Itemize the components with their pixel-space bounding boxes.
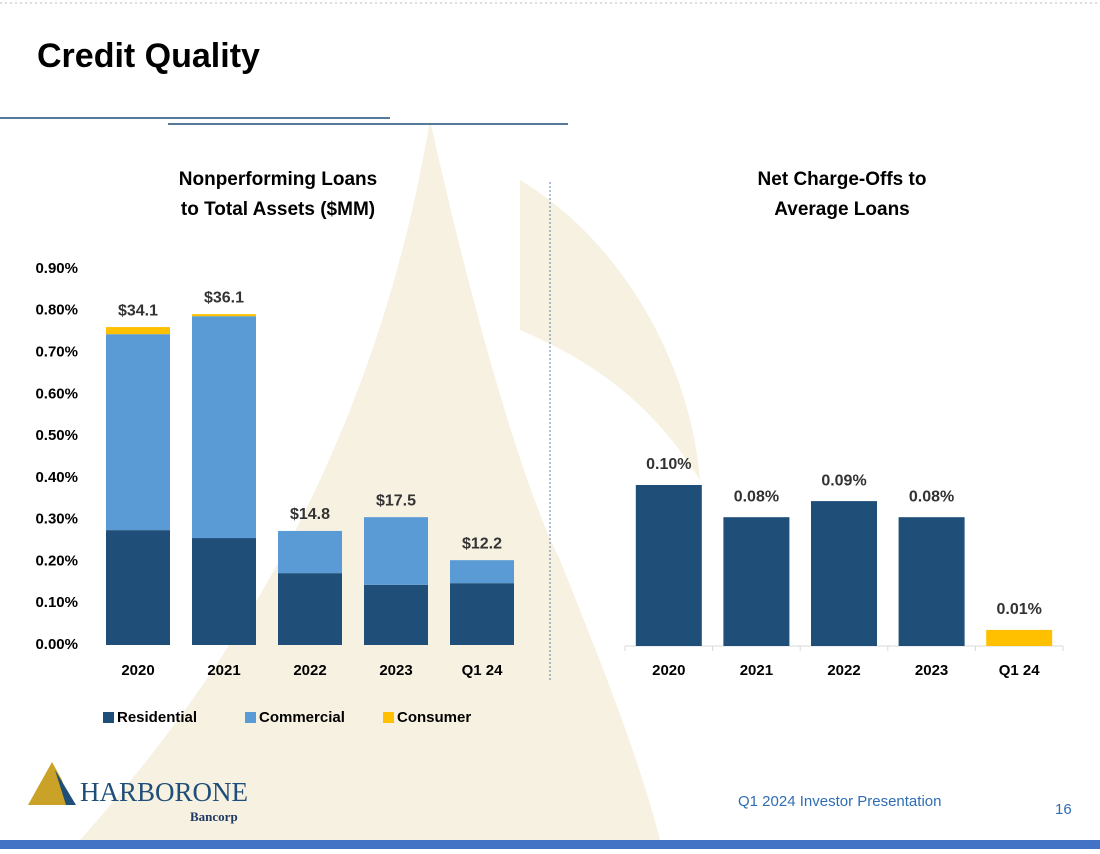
- legend-swatch: [103, 712, 114, 723]
- bar: [723, 517, 790, 646]
- total-label: $17.5: [376, 492, 416, 509]
- legend-label: Commercial: [259, 709, 345, 726]
- bar-segment: [192, 316, 256, 539]
- bar-segment: [450, 560, 514, 584]
- chart-title: Average Loans: [774, 199, 910, 220]
- total-label: $14.8: [290, 506, 330, 523]
- npl-chart: Nonperforming Loans to Total Assets ($MM)…: [35, 169, 514, 726]
- y-tick-label: 0.20%: [35, 552, 78, 569]
- y-tick-label: 0.10%: [35, 594, 78, 611]
- bar-segment: [106, 327, 170, 335]
- page-number: 16: [1055, 801, 1072, 818]
- bar-segment: [364, 517, 428, 585]
- bar-segment: [106, 530, 170, 645]
- y-tick-label: 0.60%: [35, 385, 78, 402]
- value-label: 0.08%: [909, 488, 954, 505]
- bar-segment: [278, 530, 342, 574]
- logo-icon: [55, 770, 76, 805]
- x-tick-label: 2023: [379, 662, 412, 679]
- sail-watermark: [520, 180, 700, 480]
- bottom-bar: [0, 840, 1100, 849]
- logo-name: HARBORONE: [80, 777, 248, 807]
- footer: Q1 2024 Investor Presentation: [738, 793, 941, 810]
- bar-segment: [192, 538, 256, 645]
- x-tick-label: 2020: [121, 662, 154, 679]
- x-tick-label: 2021: [207, 662, 240, 679]
- x-tick-label: 2022: [293, 662, 326, 679]
- bar: [811, 501, 877, 646]
- y-tick-label: 0.80%: [35, 302, 78, 319]
- value-label: 0.01%: [997, 601, 1042, 618]
- bar-segment: [364, 584, 428, 645]
- x-tick-label: Q1 24: [999, 662, 1041, 679]
- chart-title: Nonperforming Loans: [179, 169, 377, 190]
- sail-watermark: [80, 120, 660, 840]
- y-tick-label: 0.70%: [35, 344, 78, 361]
- bar-segment: [278, 573, 342, 645]
- bar: [898, 517, 965, 646]
- bar-segment: [192, 314, 256, 317]
- y-tick-label: 0.30%: [35, 511, 78, 528]
- chart-title: to Total Assets ($MM): [181, 199, 375, 220]
- nco-chart: Net Charge-Offs to Average Loans 0.10% 2020…: [624, 169, 1064, 679]
- y-tick-label: 0.00%: [35, 636, 78, 653]
- y-tick-label: 0.50%: [35, 427, 78, 444]
- legend-swatch: [383, 712, 394, 723]
- bar: [986, 629, 1053, 646]
- bar-segment: [106, 334, 170, 531]
- logo-icon: [28, 762, 70, 805]
- legend-label: Residential: [117, 709, 197, 726]
- y-tick-label: 0.40%: [35, 469, 78, 486]
- legend-label: Consumer: [397, 709, 471, 726]
- y-tick-label: 0.90%: [35, 260, 78, 277]
- bar-segment: [450, 583, 514, 645]
- total-label: $34.1: [118, 302, 158, 319]
- value-label: 0.08%: [734, 488, 779, 505]
- x-tick-label: 2020: [652, 662, 685, 679]
- x-tick-label: Q1 24: [462, 662, 504, 679]
- total-label: $36.1: [204, 289, 244, 306]
- bar: [635, 485, 702, 646]
- logo-sub: Bancorp: [190, 809, 238, 824]
- x-tick-label: 2021: [740, 662, 773, 679]
- legend-swatch: [245, 712, 256, 723]
- slide-title: Credit Quality: [37, 37, 260, 75]
- total-label: $12.2: [462, 535, 502, 552]
- chart-title: Net Charge-Offs to: [758, 169, 927, 190]
- x-tick-label: 2023: [915, 662, 948, 679]
- value-label: 0.09%: [821, 472, 866, 489]
- value-label: 0.10%: [646, 456, 691, 473]
- x-tick-label: 2022: [827, 662, 860, 679]
